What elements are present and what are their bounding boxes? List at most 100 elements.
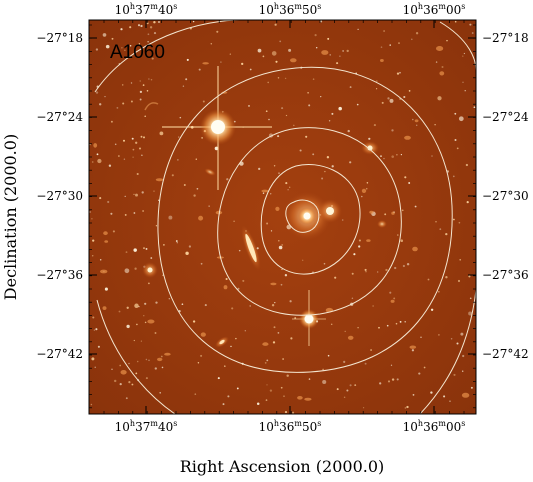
faint-source bbox=[93, 329, 96, 331]
faint-source bbox=[321, 177, 324, 180]
faint-source bbox=[143, 315, 145, 317]
faint-source bbox=[136, 323, 138, 326]
faint-source bbox=[380, 155, 382, 157]
faint-source bbox=[235, 337, 237, 340]
faint-source bbox=[241, 62, 244, 66]
faint-source bbox=[262, 55, 265, 58]
faint-source bbox=[331, 165, 334, 168]
faint-source bbox=[248, 105, 250, 107]
x-axis-title: Right Ascension (2000.0) bbox=[180, 457, 385, 476]
faint-source bbox=[133, 212, 136, 214]
faint-source bbox=[375, 88, 378, 90]
faint-source bbox=[161, 366, 164, 369]
y-axis-title: Declination (2000.0) bbox=[1, 134, 20, 300]
faint-source bbox=[289, 300, 292, 303]
small-galaxy bbox=[120, 370, 127, 375]
faint-source bbox=[224, 365, 226, 367]
small-galaxy bbox=[412, 246, 418, 252]
faint-source bbox=[168, 215, 173, 220]
faint-source bbox=[364, 362, 367, 365]
faint-source bbox=[95, 328, 98, 331]
faint-source bbox=[114, 379, 117, 383]
faint-source bbox=[329, 54, 331, 56]
faint-source bbox=[269, 389, 273, 392]
faint-source bbox=[131, 137, 134, 140]
faint-source bbox=[142, 210, 144, 212]
small-galaxy bbox=[290, 58, 297, 63]
faint-source bbox=[124, 49, 126, 51]
faint-source bbox=[471, 32, 474, 34]
faint-source bbox=[104, 95, 106, 98]
faint-source bbox=[396, 153, 398, 156]
sky-image: A1060 bbox=[89, 20, 476, 414]
small-galaxy bbox=[404, 135, 411, 140]
faint-source bbox=[456, 342, 459, 345]
faint-source bbox=[302, 259, 304, 261]
galaxy-w bbox=[142, 262, 158, 278]
faint-source bbox=[139, 80, 141, 82]
faint-source bbox=[378, 326, 380, 329]
faint-source bbox=[391, 129, 394, 132]
faint-source bbox=[129, 45, 132, 47]
faint-source bbox=[216, 30, 219, 33]
faint-source bbox=[135, 141, 138, 144]
faint-source bbox=[168, 298, 170, 300]
small-galaxy bbox=[390, 299, 395, 303]
contour-level-3 bbox=[217, 127, 402, 316]
small-galaxy bbox=[155, 178, 164, 182]
faint-source bbox=[220, 61, 222, 63]
bright-star-south bbox=[292, 290, 326, 346]
faint-source bbox=[134, 267, 137, 270]
faint-source bbox=[411, 38, 413, 41]
faint-source bbox=[151, 57, 154, 60]
faint-source bbox=[137, 24, 141, 27]
faint-source bbox=[99, 103, 102, 106]
faint-source bbox=[125, 397, 128, 400]
faint-source bbox=[285, 114, 288, 117]
faint-source bbox=[96, 153, 99, 156]
faint-source bbox=[453, 373, 456, 376]
faint-source bbox=[389, 44, 391, 46]
faint-source bbox=[278, 240, 280, 242]
faint-source bbox=[284, 411, 288, 414]
faint-source bbox=[353, 253, 356, 256]
faint-source bbox=[412, 118, 414, 121]
faint-source bbox=[463, 52, 466, 55]
faint-source bbox=[148, 359, 150, 362]
faint-source bbox=[136, 172, 139, 176]
faint-source bbox=[278, 245, 283, 250]
faint-source bbox=[273, 165, 276, 167]
faint-source bbox=[265, 399, 268, 401]
small-galaxy bbox=[275, 206, 280, 211]
faint-source bbox=[153, 21, 156, 24]
axis-ticks bbox=[89, 20, 476, 414]
faint-source bbox=[380, 46, 383, 48]
faint-source bbox=[435, 221, 437, 223]
faint-source bbox=[466, 200, 469, 204]
faint-source bbox=[278, 172, 280, 175]
faint-source bbox=[430, 308, 434, 311]
faint-source bbox=[431, 155, 433, 157]
faint-source bbox=[292, 411, 295, 414]
central-galaxy bbox=[283, 192, 331, 240]
faint-source bbox=[307, 92, 309, 94]
contour-level-4 bbox=[157, 66, 453, 373]
faint-source bbox=[154, 367, 157, 370]
faint-source bbox=[124, 213, 127, 216]
faint-source bbox=[200, 262, 203, 265]
galaxy-sw bbox=[215, 336, 229, 348]
faint-source bbox=[408, 90, 411, 92]
faint-source bbox=[328, 120, 331, 122]
contour-level-1 bbox=[285, 199, 320, 233]
faint-source bbox=[130, 82, 133, 84]
small-galaxy bbox=[304, 397, 312, 401]
small-galaxy bbox=[102, 306, 107, 310]
faint-source bbox=[104, 287, 108, 291]
faint-source bbox=[119, 382, 122, 386]
faint-source bbox=[331, 112, 334, 115]
faint-source bbox=[192, 20, 195, 23]
faint-source bbox=[279, 40, 282, 43]
faint-source bbox=[404, 320, 406, 323]
faint-source bbox=[445, 276, 448, 279]
faint-source bbox=[178, 136, 180, 138]
